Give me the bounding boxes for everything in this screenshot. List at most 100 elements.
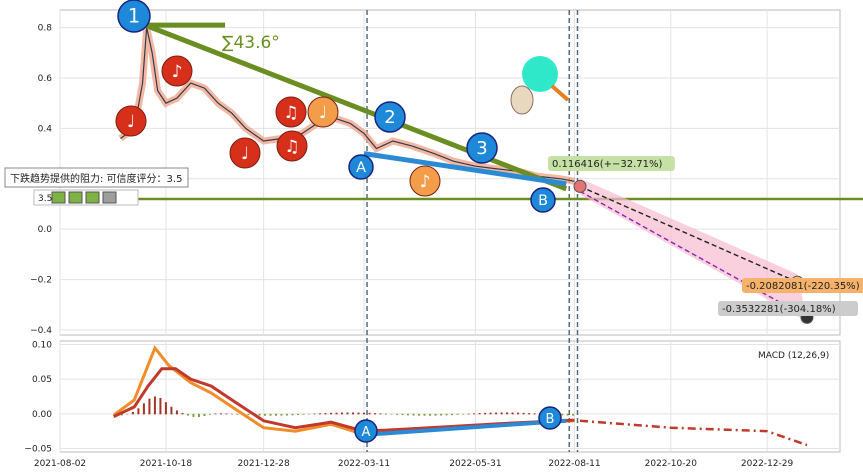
projection-label: -0.3532281(-304.18%) (722, 304, 836, 315)
macd-histogram-bar (379, 413, 382, 415)
projection-line-lower (579, 190, 808, 318)
macd-histogram-bar (478, 413, 481, 415)
macd-histogram-bar (462, 413, 465, 415)
marker-label: A (356, 160, 366, 176)
macd-histogram-bar (495, 412, 498, 415)
rating-star-icon (68, 191, 83, 204)
macd-histogram-bar (390, 413, 393, 415)
macd-histogram-bar (440, 413, 443, 416)
marker-circle (117, 0, 151, 33)
macd-histogram-bar (291, 413, 294, 416)
note-marker-circle (161, 55, 193, 87)
resistance-label-box (4, 167, 189, 188)
macd-histogram-bar (434, 413, 437, 416)
price-y-tick-label: 0.6 (38, 74, 53, 84)
macd-histogram-bar (203, 413, 206, 416)
x-tick-label: 2022-05-31 (449, 459, 501, 469)
macd-histogram-bar (324, 413, 327, 415)
macd-histogram-bar (148, 398, 151, 415)
x-tick-label: 2022-12-29 (741, 459, 794, 469)
x-tick-label: 2021-10-18 (140, 459, 193, 469)
note-marker-label: ♩ (127, 112, 135, 132)
macd-histogram-bar (269, 413, 272, 416)
balloon-icon (522, 56, 558, 92)
macd-histogram-bar (164, 402, 167, 415)
macd-histogram-bar (489, 412, 492, 415)
macd-support-line (366, 418, 567, 437)
macd-marker-circle (354, 419, 378, 443)
macd-histogram-bar (357, 412, 360, 415)
macd-histogram-bar (186, 413, 189, 416)
macd-projection-line (579, 419, 808, 447)
projection-label-box (548, 156, 675, 171)
macd-histogram-bar (335, 412, 338, 415)
rating-star-icon (85, 191, 100, 204)
macd-histogram-bar (170, 406, 173, 415)
macd-histogram-bar (341, 412, 344, 415)
macd-histogram-bar (285, 413, 288, 416)
macd-histogram-bar (181, 413, 184, 415)
balloon-string-icon (550, 84, 570, 102)
macd-histogram-bar (412, 413, 415, 416)
dog-icon (510, 85, 534, 115)
macd-histogram-bar (219, 413, 222, 415)
projection-label: -0.2082081(-220.35%) (746, 281, 860, 292)
x-tick-label: 2022-08-11 (548, 459, 600, 469)
macd-histogram-bar (159, 398, 162, 415)
rating-value: 3.5 (38, 194, 52, 204)
macd-histogram-bar (175, 410, 178, 415)
macd-histogram-bar (120, 413, 123, 416)
note-marker-label: ♫ (283, 103, 298, 123)
macd-histogram-bar (418, 413, 421, 416)
macd-marker-label: B (546, 412, 555, 427)
macd-histogram-bar (528, 413, 531, 415)
note-marker-circle (229, 137, 261, 169)
rating-star-icon (51, 191, 66, 204)
macd-histogram-bar (445, 413, 448, 416)
support-line (363, 151, 567, 187)
macd-histogram-bar (346, 412, 349, 415)
macd-histogram-bar (467, 413, 470, 415)
macd-histogram-bar (385, 413, 388, 415)
macd-histogram-bar (214, 413, 217, 415)
macd-panel-frame (59, 340, 841, 453)
macd-histogram-bar (307, 413, 310, 415)
macd-histogram-bar (230, 413, 233, 415)
macd-histogram-bar (473, 413, 476, 415)
macd-histogram-bar (429, 413, 432, 416)
projection-label: 0.116416(+−32.71%) (552, 159, 663, 170)
macd-histogram-bar (296, 413, 299, 416)
x-tick-label: 2021-08-02 (34, 459, 86, 469)
macd-histogram-bar (401, 413, 404, 416)
note-marker-label: ♪ (172, 62, 183, 82)
macd-histogram-bar (319, 413, 321, 415)
price-y-tick-label: 0.0 (38, 225, 53, 235)
macd-marker-circle (538, 406, 562, 430)
marker-circle (374, 101, 406, 133)
resistance-label: 下跌趋势提供的阻力: 可信度评分：3.5 (10, 172, 182, 185)
macd-histogram-bar (500, 412, 503, 415)
macd-histogram-bar (302, 413, 305, 415)
macd-histogram-bar (368, 412, 371, 415)
macd-marker-label: A (362, 425, 371, 440)
macd-histogram-bar (330, 412, 333, 415)
macd-histogram-bar (566, 413, 569, 416)
note-marker-circle (276, 130, 308, 162)
macd-histogram-bar (363, 412, 366, 415)
note-marker-label: ♩ (319, 103, 327, 123)
note-marker-circle (307, 96, 339, 128)
x-tick-label: 2022-03-11 (338, 459, 390, 469)
macd-histogram-bar (280, 413, 283, 416)
x-tick-label: 2022-10-20 (645, 459, 698, 469)
macd-histogram-bar (517, 412, 520, 415)
macd-histogram-bar (126, 413, 129, 415)
projection-start-point (573, 179, 587, 193)
macd-histogram-bar (131, 411, 134, 415)
note-marker-label: ♪ (420, 172, 431, 192)
marker-circle (348, 154, 374, 180)
macd-histogram-bar (225, 413, 228, 415)
projection-label-box (718, 301, 858, 316)
macd-series-line (113, 367, 575, 433)
marker-circle (530, 187, 556, 213)
